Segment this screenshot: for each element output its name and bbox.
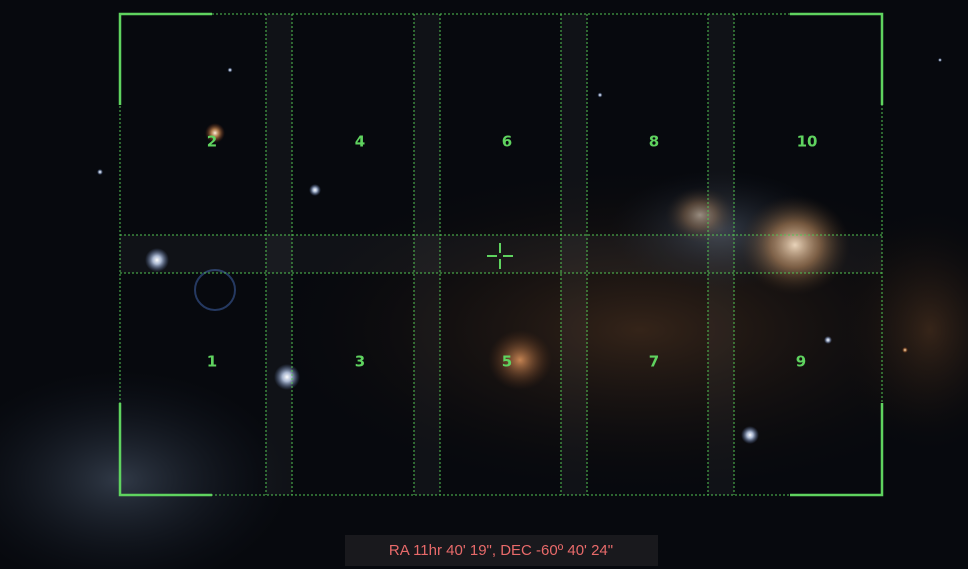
tile-label: 7: [649, 353, 659, 371]
tile-label: 5: [502, 353, 512, 371]
tile-label: 1: [207, 353, 217, 371]
tile-label: 4: [355, 133, 365, 151]
tile-label: 9: [796, 353, 806, 371]
tile-labels: 1 2 3 4 5 6 7 8 9 10: [207, 133, 818, 371]
corner-brackets: [118, 12, 884, 497]
tile-label: 3: [355, 353, 365, 371]
tile-label: 10: [797, 133, 818, 151]
overlap-bands: [120, 14, 882, 495]
outer-frame: [119, 13, 883, 496]
coordinates: RA 11hr 40' 19", DEC -60º 40' 24": [389, 542, 613, 559]
tile-label: 2: [207, 133, 217, 151]
tile-label: 8: [649, 133, 659, 151]
coordinate-readout: RA 11hr 40' 19", DEC -60º 40' 24": [345, 535, 658, 566]
mosaic-grid: [118, 12, 884, 497]
center-crosshair: [487, 243, 513, 269]
readout-box: [345, 535, 658, 566]
tile-label: 6: [502, 133, 512, 151]
